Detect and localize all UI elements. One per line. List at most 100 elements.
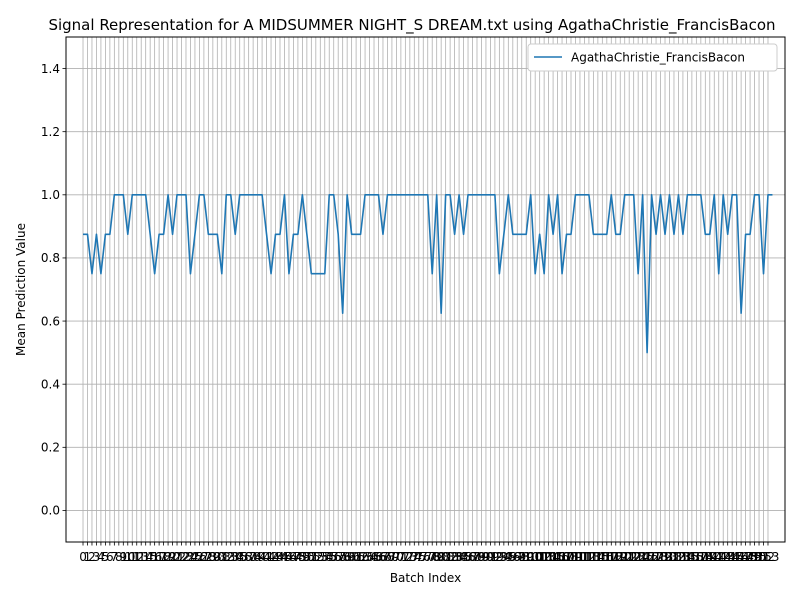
x-tick-label: 30 <box>210 550 225 564</box>
x-tick-label: 116 <box>591 550 614 564</box>
x-tick-label: 105 <box>542 550 565 564</box>
chart-title: Signal Representation for A MIDSUMMER NI… <box>48 16 775 35</box>
x-tick-label: 64 <box>362 550 377 564</box>
x-tick-label: 145 <box>721 550 744 564</box>
x-tick-label: 98 <box>514 550 529 564</box>
x-tick-label: 45 <box>277 550 292 564</box>
x-tick-label: 87 <box>465 550 480 564</box>
x-tick-label: 141 <box>703 550 726 564</box>
x-tick-label: 21 <box>169 550 184 564</box>
x-tick-label: 39 <box>250 550 265 564</box>
x-tick-label: 2 <box>88 550 96 564</box>
grid-lines <box>66 37 785 542</box>
x-tick-label: 67 <box>375 550 390 564</box>
legend-label: AgathaChristie_FrancisBacon <box>571 51 745 65</box>
x-tick-label: 4 <box>97 550 105 564</box>
x-tick-label: 117 <box>595 550 618 564</box>
x-tick-label: 147 <box>730 550 753 564</box>
x-tick-label: 97 <box>510 550 525 564</box>
x-tick-label: 149 <box>739 550 762 564</box>
x-tick-label: 153 <box>757 550 780 564</box>
x-tick-label: 66 <box>371 550 386 564</box>
x-tick-label: 44 <box>272 550 287 564</box>
x-tick-label: 32 <box>219 550 234 564</box>
x-tick-label: 0 <box>79 550 87 564</box>
x-tick-label: 53 <box>313 550 328 564</box>
x-tick-label: 63 <box>357 550 372 564</box>
x-tick-label: 140 <box>698 550 721 564</box>
x-tick-label: 60 <box>344 550 359 564</box>
x-tick-label: 46 <box>281 550 296 564</box>
x-tick-label: 31 <box>214 550 229 564</box>
x-tick-label: 91 <box>483 550 498 564</box>
x-tick-label: 16 <box>147 550 162 564</box>
x-tick-label: 118 <box>600 550 623 564</box>
series-line-0 <box>83 194 773 354</box>
x-tick-label: 103 <box>533 550 556 564</box>
x-tick-label: 89 <box>474 550 489 564</box>
x-tick-label: 146 <box>725 550 748 564</box>
x-tick-label: 92 <box>487 550 502 564</box>
x-tick-label: 127 <box>640 550 663 564</box>
x-tick-label: 42 <box>263 550 278 564</box>
x-tick-label: 148 <box>734 550 757 564</box>
x-tick-label: 113 <box>577 550 600 564</box>
x-tick-label: 81 <box>438 550 453 564</box>
x-tick-label: 37 <box>241 550 256 564</box>
x-tick-label: 51 <box>304 550 319 564</box>
x-tick-label: 106 <box>546 550 569 564</box>
x-tick-label: 41 <box>259 550 274 564</box>
x-tick-label: 107 <box>551 550 574 564</box>
x-tick-label: 125 <box>631 550 654 564</box>
x-tick-label: 109 <box>560 550 583 564</box>
legend-box <box>527 43 778 72</box>
y-tick-label: 0.2 <box>41 441 60 455</box>
x-tick-label: 70 <box>389 550 404 564</box>
x-tick-label: 90 <box>478 550 493 564</box>
x-tick-label: 135 <box>676 550 699 564</box>
x-tick-label: 82 <box>442 550 457 564</box>
x-tick-label: 47 <box>286 550 301 564</box>
x-tick-label: 17 <box>151 550 166 564</box>
x-tick-label: 25 <box>187 550 202 564</box>
y-tick-label: 0.4 <box>41 377 60 391</box>
x-tick-label: 26 <box>192 550 207 564</box>
x-tick-label: 38 <box>245 550 260 564</box>
x-tick-label: 137 <box>685 550 708 564</box>
x-tick-label: 114 <box>582 550 605 564</box>
x-tick-label: 152 <box>752 550 775 564</box>
x-tick-label: 34 <box>228 550 243 564</box>
x-tick-label: 24 <box>183 550 198 564</box>
x-tick-label: 14 <box>138 550 153 564</box>
y-axis-ticks: 0.0 0.2 0.4 0.6 0.8 1.0 1.2 1.4 <box>41 62 66 518</box>
x-tick-label: 78 <box>425 550 440 564</box>
x-tick-label: 10 <box>120 550 135 564</box>
x-tick-label: 102 <box>528 550 551 564</box>
x-tick-label: 133 <box>667 550 690 564</box>
x-tick-label: 108 <box>555 550 578 564</box>
x-tick-label: 71 <box>393 550 408 564</box>
x-axis-ticks: 0123456789101112131415161718192021222324… <box>79 542 779 564</box>
x-tick-label: 33 <box>223 550 238 564</box>
legend: AgathaChristie_FrancisBacon <box>527 43 778 72</box>
x-tick-label: 57 <box>331 550 346 564</box>
x-tick-label: 104 <box>537 550 560 564</box>
x-tick-label: 123 <box>622 550 645 564</box>
x-tick-label: 124 <box>627 550 650 564</box>
x-tick-label: 115 <box>586 550 609 564</box>
x-tick-label: 111 <box>569 550 592 564</box>
x-tick-label: 132 <box>663 550 686 564</box>
x-tick-label: 40 <box>254 550 269 564</box>
x-tick-label: 131 <box>658 550 681 564</box>
x-tick-label: 151 <box>748 550 771 564</box>
x-tick-label: 96 <box>505 550 520 564</box>
x-tick-label: 48 <box>290 550 305 564</box>
x-tick-label: 75 <box>411 550 426 564</box>
x-tick-label: 43 <box>268 550 283 564</box>
x-tick-label: 122 <box>618 550 641 564</box>
x-tick-label: 58 <box>335 550 350 564</box>
x-tick-label: 55 <box>322 550 337 564</box>
x-tick-label: 143 <box>712 550 735 564</box>
x-tick-label: 83 <box>447 550 462 564</box>
